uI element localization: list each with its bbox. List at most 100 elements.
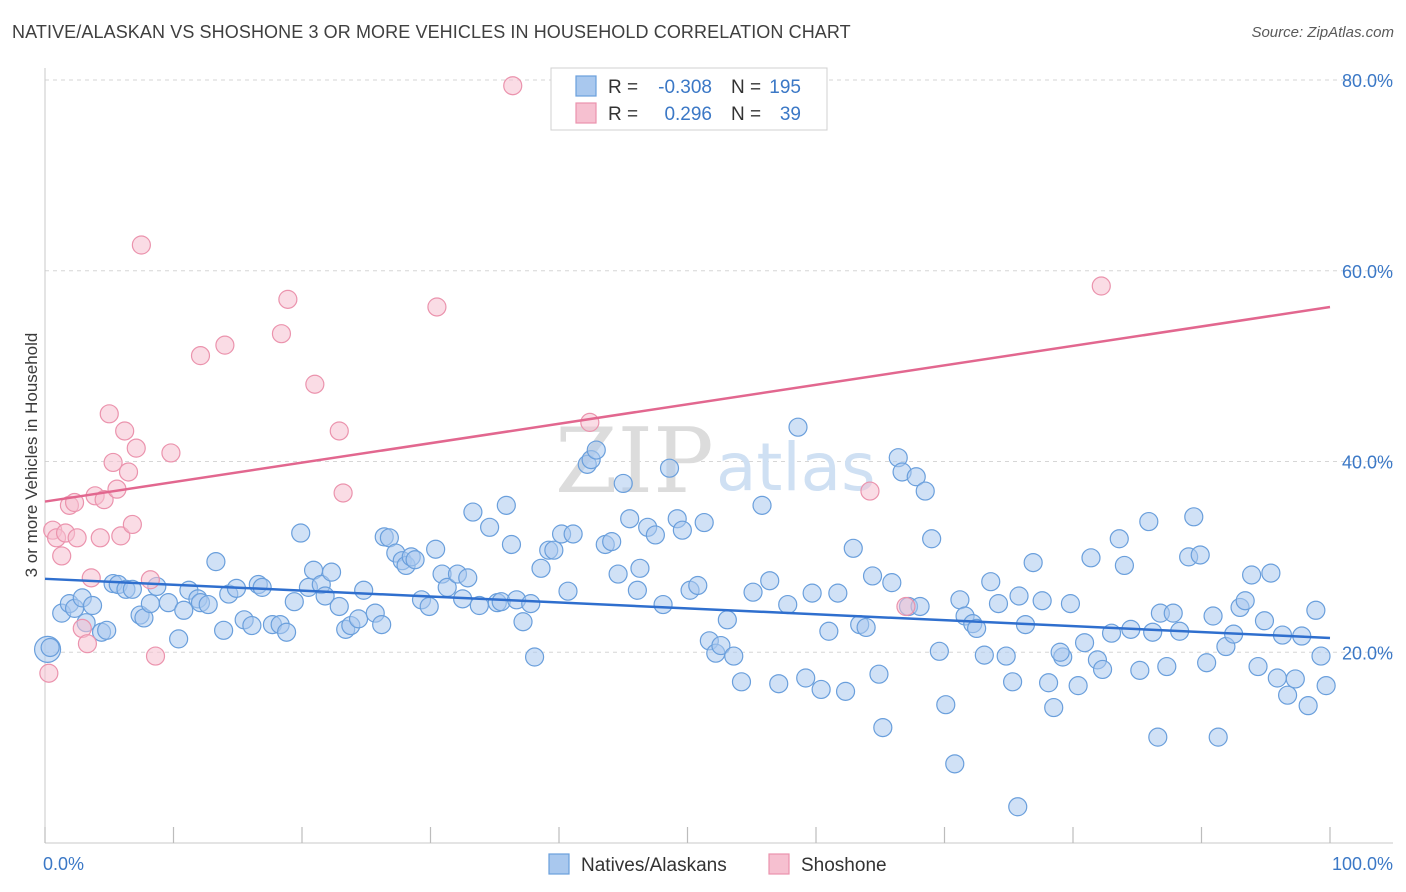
legend-n-value-1: 195 — [769, 77, 801, 98]
data-point — [39, 663, 59, 683]
legend-stats-box — [550, 67, 828, 131]
x-tick-labels: 0.0% 100.0% — [43, 854, 1393, 874]
data-point — [796, 668, 816, 688]
data-point — [1009, 586, 1029, 606]
data-point — [613, 473, 633, 494]
data-point — [1316, 676, 1336, 696]
data-point — [1248, 656, 1268, 677]
data-point — [458, 568, 478, 588]
data-point — [158, 593, 178, 613]
data-point — [215, 335, 235, 355]
gridlines — [45, 79, 1393, 653]
data-point — [503, 76, 523, 96]
data-point — [427, 297, 447, 317]
data-point — [1091, 276, 1111, 296]
data-point — [1050, 642, 1070, 662]
data-point — [524, 647, 545, 667]
data-point — [169, 629, 189, 649]
data-point — [1109, 529, 1129, 549]
data-point — [1184, 507, 1204, 527]
data-point — [122, 514, 142, 535]
data-point — [1044, 697, 1064, 718]
data-point — [1254, 611, 1275, 631]
data-point — [1032, 591, 1052, 611]
data-point — [1197, 653, 1217, 673]
data-point — [974, 645, 994, 665]
data-point — [513, 612, 533, 632]
data-point — [1139, 511, 1159, 532]
data-point — [580, 412, 600, 432]
data-point — [115, 421, 135, 441]
data-point — [496, 495, 516, 515]
data-point — [419, 596, 439, 617]
legend-n-label-1: N = — [731, 77, 761, 98]
data-point — [190, 346, 211, 366]
data-point — [896, 596, 916, 617]
data-point — [828, 583, 848, 603]
data-point — [333, 483, 353, 503]
data-point — [278, 289, 298, 309]
data-point — [52, 546, 72, 566]
data-point — [996, 646, 1016, 666]
data-point — [586, 440, 606, 460]
data-point — [760, 571, 780, 591]
data-point — [811, 679, 831, 700]
data-point — [860, 481, 880, 501]
data-point — [145, 646, 166, 666]
data-point — [915, 481, 935, 501]
y-tick-label: 40.0% — [1342, 453, 1393, 473]
trend-lines — [44, 305, 1331, 640]
data-point — [882, 573, 902, 593]
data-point — [1074, 633, 1095, 653]
data-point — [111, 526, 131, 546]
data-point — [544, 540, 564, 560]
data-point — [1306, 600, 1326, 620]
data-point — [752, 495, 772, 515]
data-point — [99, 404, 119, 424]
data-point — [1235, 591, 1255, 611]
legend-r-value-1: -0.308 — [658, 77, 712, 98]
y-axis-label: 3 or more Vehicles in Household — [22, 333, 41, 578]
data-point — [620, 509, 640, 529]
data-point — [1148, 727, 1168, 747]
data-point — [1114, 555, 1135, 576]
data-point — [131, 235, 151, 255]
data-point — [717, 610, 737, 630]
data-point — [405, 550, 425, 570]
data-point — [627, 580, 647, 600]
data-point — [929, 641, 949, 661]
data-point — [659, 458, 680, 478]
data-point — [862, 566, 883, 586]
data-point — [97, 620, 117, 640]
data-point — [77, 634, 98, 654]
data-point — [672, 520, 692, 540]
data-point — [1208, 727, 1228, 747]
data-point — [276, 622, 297, 642]
data-point — [688, 575, 708, 596]
data-point — [284, 592, 304, 612]
data-point — [67, 528, 87, 548]
data-point — [329, 596, 349, 617]
data-point — [198, 594, 218, 615]
data-point — [1242, 565, 1262, 585]
data-point — [122, 579, 142, 599]
data-point — [1203, 606, 1223, 626]
series-natives-alaskans — [33, 417, 1336, 817]
data-point — [1143, 622, 1163, 642]
data-point — [769, 674, 789, 694]
y-tick-label: 60.0% — [1342, 262, 1393, 282]
data-point — [558, 581, 578, 601]
data-point — [161, 443, 181, 463]
data-point — [118, 462, 139, 482]
legend-r-label-1: R = — [608, 77, 638, 98]
data-point — [242, 615, 262, 636]
data-point — [981, 572, 1001, 592]
data-point — [1068, 676, 1088, 696]
data-point — [426, 539, 446, 559]
data-point — [645, 525, 665, 545]
data-point — [1277, 685, 1298, 705]
data-point — [1285, 669, 1305, 689]
data-point — [321, 562, 342, 582]
data-point — [945, 754, 965, 774]
data-point — [788, 417, 808, 437]
